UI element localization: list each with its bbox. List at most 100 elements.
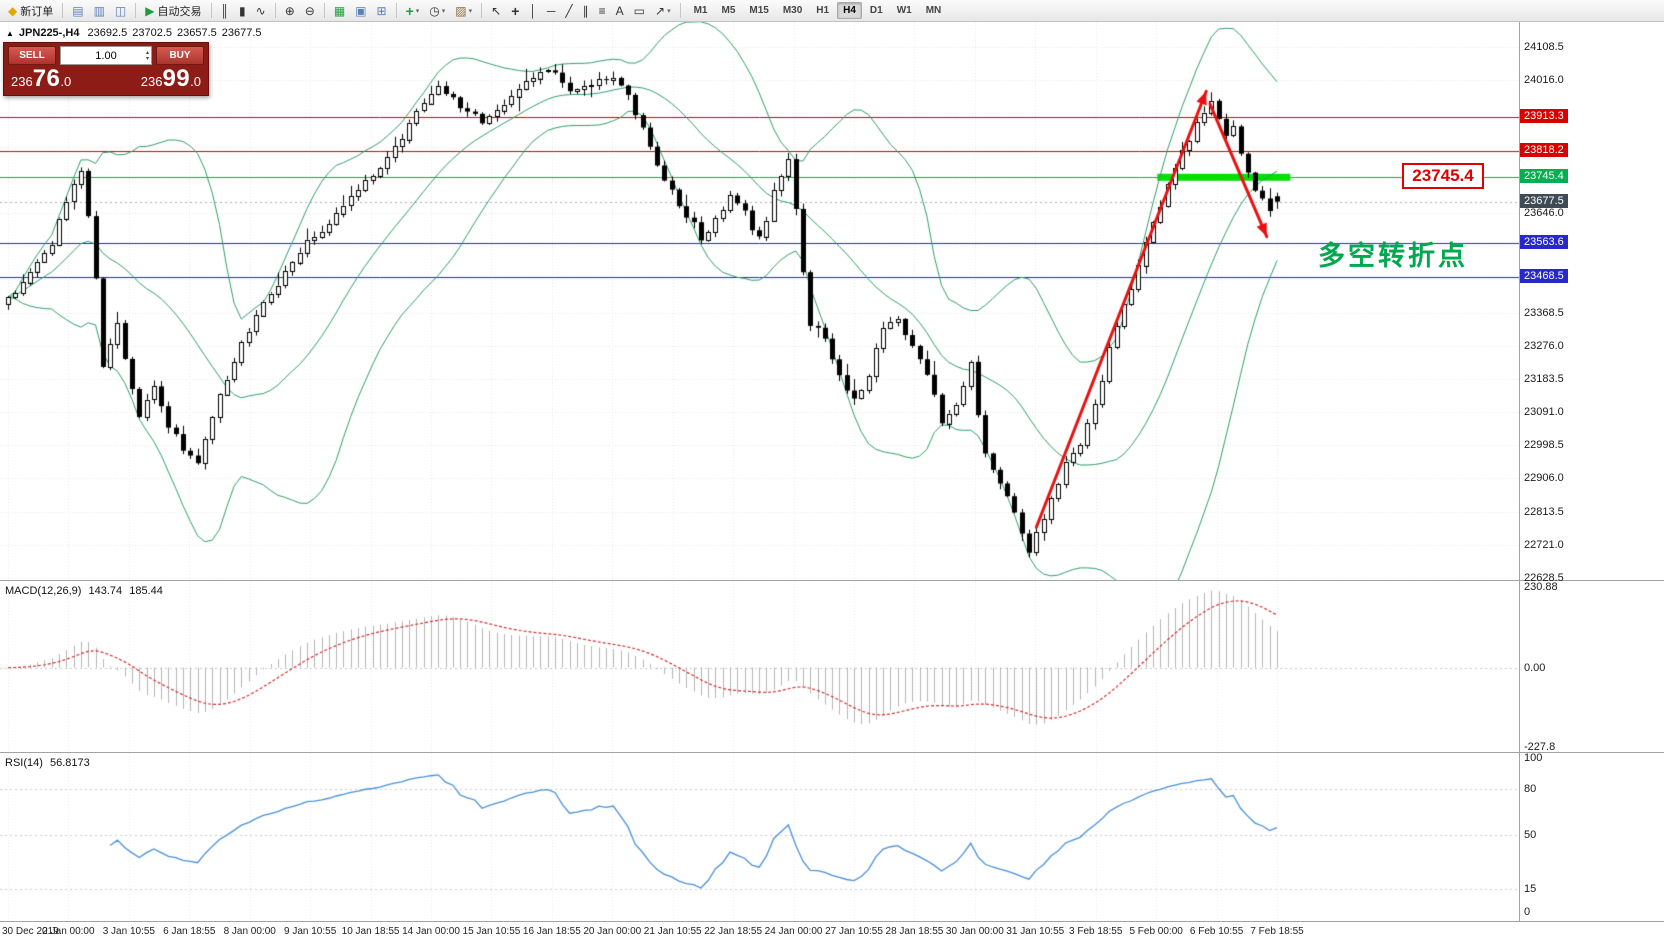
- price-axis-label: 23368.5: [1524, 306, 1564, 319]
- candlestick-chart-icon: ▮: [239, 3, 246, 18]
- data-window-button[interactable]: ◫: [111, 1, 130, 21]
- one-click-toggle-icon[interactable]: ▲: [6, 28, 14, 38]
- cascade-windows-icon: ▣: [355, 3, 367, 18]
- volume-input[interactable]: 1.00 ▴ ▾: [60, 46, 152, 65]
- timeframe-group: M1 M5 M15 M30 H1 H4 D1 W1 MN: [687, 2, 949, 19]
- macd-name: MACD(12,26,9): [5, 585, 82, 597]
- timeframe-mn-button[interactable]: MN: [925, 5, 942, 16]
- volume-stepper: ▴ ▾: [146, 47, 149, 64]
- sell-button[interactable]: SELL: [8, 46, 56, 65]
- new-order-button-label: 新订单: [20, 5, 54, 18]
- price-axis-label: 24016.0: [1524, 74, 1564, 87]
- rsi-indicator-canvas[interactable]: [0, 753, 1519, 922]
- rsi-axis-label: 15: [1524, 882, 1537, 895]
- periods-button[interactable]: ◷ ▾: [425, 1, 449, 21]
- sell-price-fraction: .0: [60, 74, 72, 89]
- new-order-button[interactable]: ◆ 新订单: [4, 1, 57, 21]
- cursor-tool-button[interactable]: ↖: [487, 1, 505, 21]
- timeframe-d1-button[interactable]: D1: [869, 5, 883, 16]
- crosshair-tool-button[interactable]: +: [507, 1, 523, 21]
- zoom-in-button[interactable]: ⊕: [281, 1, 299, 21]
- label-icon: ▭: [633, 3, 645, 18]
- time-axis-label: 16 Jan 18:55: [522, 926, 581, 937]
- ohlc-open-value: 23692.5: [87, 27, 128, 39]
- zoom-in-icon: ⊕: [284, 3, 295, 18]
- time-axis-label: 30 Dec 2019: [2, 926, 59, 937]
- buy-button[interactable]: BUY: [156, 46, 204, 65]
- volume-value: 1.00: [95, 49, 117, 62]
- candlestick-chart-button[interactable]: ▮: [235, 1, 250, 21]
- vertical-line-tool-button[interactable]: │: [525, 1, 541, 21]
- toolbar-separator: [481, 3, 483, 18]
- fibonacci-tool-button[interactable]: ≡: [595, 1, 610, 21]
- sell-price-big-digits: 76: [32, 65, 61, 92]
- time-axis-label: 9 Jan 10:55: [284, 926, 337, 937]
- toolbar-separator: [274, 3, 276, 18]
- templates-button[interactable]: ▨ ▾: [451, 1, 476, 21]
- zoom-out-button[interactable]: ⊖: [301, 1, 319, 21]
- label-tool-button[interactable]: ▭: [630, 1, 649, 21]
- profiles-button[interactable]: ▥: [90, 1, 109, 21]
- turning-point-annotation[interactable]: 多空转折点: [1318, 241, 1468, 271]
- horizontal-line-tool-button[interactable]: ─: [543, 1, 560, 21]
- time-axis-label: 8 Jan 00:00: [223, 926, 276, 937]
- bar-chart-button[interactable]: ║: [217, 1, 234, 21]
- price-axis-label: 22998.5: [1524, 439, 1564, 452]
- panel-separator[interactable]: [0, 752, 1664, 753]
- price-axis-label: 22813.5: [1524, 505, 1564, 518]
- toolbar-separator: [62, 3, 64, 18]
- time-axis-label: 5 Feb 00:00: [1129, 926, 1183, 937]
- sell-price: 236 76.0: [11, 67, 71, 91]
- time-axis[interactable]: 30 Dec 2019 2 Jan 00:00 3 Jan 10:55 6 Jan 1…: [0, 922, 1664, 944]
- rsi-name: RSI(14): [5, 757, 43, 769]
- arrange-windows-button[interactable]: ⊞: [373, 1, 391, 21]
- channel-tool-button[interactable]: ∥: [579, 1, 593, 21]
- one-click-trading-panel: SELL 1.00 ▴ ▾ BUY 236 76.0 236 99.0: [3, 42, 209, 96]
- price-axis[interactable]: 24108.5 24016.0 23646.0 23368.5 23276.0 23183…: [1519, 0, 1664, 944]
- timeframe-h4-button[interactable]: H4: [837, 2, 862, 19]
- toolbar-separator: [210, 3, 212, 18]
- dropdown-arrow-icon: ▾: [667, 7, 671, 15]
- cursor-icon: ↖: [491, 3, 502, 18]
- auto-trading-button-label: 自动交易: [157, 5, 202, 18]
- line-chart-button[interactable]: ∿: [252, 1, 270, 21]
- time-axis-label: 20 Jan 00:00: [583, 926, 642, 937]
- price-axis-label: 22906.0: [1524, 472, 1564, 485]
- indicators-button[interactable]: + ▾: [402, 1, 424, 21]
- panel-separator[interactable]: [0, 580, 1664, 581]
- auto-trading-icon: ▶: [145, 3, 155, 18]
- price-callout-box[interactable]: 23745.4: [1402, 163, 1484, 189]
- timeframe-m15-button[interactable]: M15: [749, 5, 769, 16]
- rsi-axis-label: 100: [1524, 752, 1543, 764]
- time-axis-label: 2 Jan 00:00: [42, 926, 95, 937]
- time-axis-label: 10 Jan 18:55: [341, 926, 400, 937]
- timeframe-h1-button[interactable]: H1: [816, 5, 830, 16]
- volume-up-button[interactable]: ▴: [145, 49, 149, 56]
- time-axis-label: 14 Jan 00:00: [402, 926, 460, 937]
- arrows-tool-button[interactable]: ↗ ▾: [651, 1, 675, 21]
- chart-window-button[interactable]: ▤: [68, 1, 87, 21]
- price-level-tag: 23818.2: [1520, 143, 1568, 158]
- main-chart-canvas[interactable]: [0, 22, 1519, 581]
- volume-down-button[interactable]: ▾: [145, 55, 149, 62]
- time-axis-label: 21 Jan 10:55: [643, 926, 702, 937]
- trendline-tool-button[interactable]: ╱: [561, 1, 576, 21]
- time-axis-label: 7 Feb 18:55: [1250, 926, 1304, 937]
- macd-indicator-canvas[interactable]: [0, 581, 1519, 753]
- price-level-tag: 23468.5: [1520, 268, 1568, 283]
- toolbar-separator: [135, 3, 137, 18]
- zoom-out-icon: ⊖: [304, 3, 315, 18]
- tile-windows-button[interactable]: ▦: [330, 1, 349, 21]
- text-tool-button[interactable]: A: [612, 1, 628, 21]
- timeframe-m1-button[interactable]: M1: [693, 5, 708, 16]
- ohlc-low-value: 23657.5: [177, 27, 217, 39]
- time-axis-label: 3 Jan 10:55: [102, 926, 155, 937]
- price-axis-label: 23183.5: [1524, 372, 1564, 385]
- auto-trading-button[interactable]: ▶ 自动交易: [141, 1, 205, 21]
- timeframe-w1-button[interactable]: W1: [896, 5, 912, 16]
- timeframe-m30-button[interactable]: M30: [782, 5, 803, 16]
- toolbar-separator: [679, 3, 681, 18]
- cascade-windows-button[interactable]: ▣: [351, 1, 370, 21]
- timeframe-m5-button[interactable]: M5: [721, 5, 736, 16]
- line-chart-icon: ∿: [255, 3, 266, 18]
